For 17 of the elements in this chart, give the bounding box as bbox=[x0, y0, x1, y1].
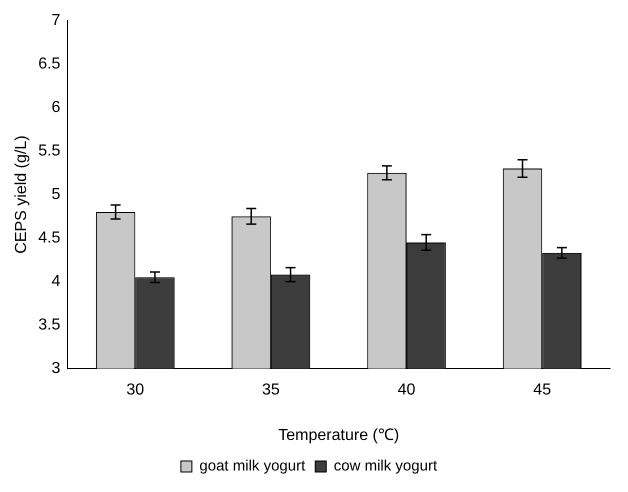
y-tick-label: 6.5 bbox=[38, 56, 61, 73]
x-tick-label: 45 bbox=[533, 382, 552, 399]
x-tick-label: 30 bbox=[126, 382, 144, 399]
y-tick-label: 3.5 bbox=[38, 316, 61, 334]
y-tick-label: 3 bbox=[52, 360, 61, 378]
y-tick-label: 5 bbox=[52, 186, 61, 204]
legend-label: cow milk yogurt bbox=[334, 458, 438, 475]
y-tick-label: 4.5 bbox=[38, 230, 61, 247]
y-tick-label: 6 bbox=[52, 99, 61, 116]
x-tick-label: 40 bbox=[398, 382, 416, 399]
legend-label: goat milk yogurt bbox=[199, 458, 306, 475]
y-tick-label: 5.5 bbox=[38, 142, 61, 160]
x-axis-title: Temperature (℃) bbox=[278, 426, 400, 444]
y-axis-title: CEPS yield (g/L) bbox=[13, 135, 30, 254]
y-tick-label: 4 bbox=[52, 273, 61, 290]
y-tick-label: 7 bbox=[52, 12, 61, 30]
x-tick-label: 35 bbox=[262, 382, 280, 399]
